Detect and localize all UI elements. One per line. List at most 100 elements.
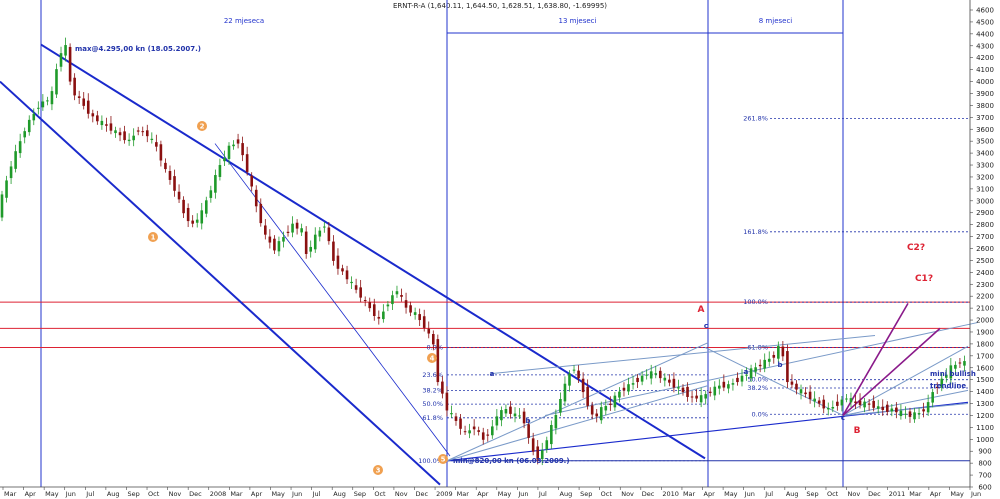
chart-title: ERNT-R-A (1,640.11, 1,644.50, 1,628.51, … <box>393 2 607 10</box>
x-tick-label: Oct <box>827 490 839 498</box>
candle-body <box>763 359 767 369</box>
x-tick-label: Oct <box>148 490 160 498</box>
fib-ext-label: 161.8% <box>743 228 768 236</box>
candle-body <box>268 236 272 243</box>
candle-body <box>450 413 453 415</box>
y-tick-label: 2700 <box>976 233 994 241</box>
candle-body <box>27 119 31 133</box>
candle-body <box>881 406 885 410</box>
candle-body <box>481 432 485 440</box>
candle-body <box>904 413 907 415</box>
trend-line <box>842 302 909 416</box>
y-tick-label: 2500 <box>976 257 994 265</box>
x-tick-label: Sep <box>127 490 139 498</box>
y-tick-label: 1700 <box>976 352 994 360</box>
candle-body <box>509 406 512 414</box>
candle-body <box>218 165 222 177</box>
max-label: max@4.295,00 kn (18.05.2007.) <box>75 45 201 53</box>
y-axis: 600 700 800 900 1000 1100 1200 1300 1400 1500 1600… <box>969 0 994 492</box>
candle-body <box>786 351 789 383</box>
candle-body <box>182 199 185 214</box>
wave-label-small: a <box>744 368 749 376</box>
candle-body <box>254 189 258 207</box>
candle-body <box>645 374 648 376</box>
candle-body <box>232 144 235 147</box>
candle-body <box>195 219 199 223</box>
candle-body <box>14 151 17 169</box>
candle-body <box>690 396 694 398</box>
candle-body <box>876 406 880 409</box>
candle-body <box>613 395 617 408</box>
trend-channels <box>0 43 979 486</box>
x-tick-label: Apr <box>930 490 942 498</box>
candle-body <box>654 373 658 375</box>
candle-body <box>531 438 535 452</box>
x-tick-label: Apr <box>477 490 489 498</box>
wave-marker-label: 4 <box>430 355 435 363</box>
candle-body <box>77 96 81 99</box>
wave-label-small: b <box>525 417 530 425</box>
candle-body <box>817 400 821 404</box>
y-tick-label: 2900 <box>976 209 994 217</box>
candle-body <box>577 370 580 379</box>
period-label: 8 mjeseci <box>759 17 793 25</box>
fib-level-label: 23.6% <box>422 371 443 379</box>
x-tick-label: Oct <box>601 490 613 498</box>
candle-body <box>64 45 67 56</box>
candle-body <box>822 399 826 409</box>
y-tick-label: 4000 <box>976 78 994 86</box>
candle-body <box>264 225 267 235</box>
candle-body <box>155 142 158 147</box>
candle-body <box>699 395 703 403</box>
candle-body <box>568 373 571 386</box>
candle-body <box>658 370 662 379</box>
x-tick-label: Aug <box>107 490 120 498</box>
y-tick-label: 4200 <box>976 54 994 62</box>
candle-body <box>91 113 95 117</box>
candle-body <box>618 391 621 398</box>
x-tick-label: Mar <box>683 490 696 498</box>
x-tick-label: Aug <box>333 490 346 498</box>
candle-body <box>677 387 680 389</box>
x-tick-label: Apr <box>251 490 263 498</box>
trendline-label: trendline <box>930 382 966 390</box>
candle-body <box>223 157 226 162</box>
candle-body <box>631 383 635 385</box>
candle-body <box>686 386 689 397</box>
candle-body <box>486 434 490 436</box>
candle-body <box>563 383 567 402</box>
x-tick-label: Nov <box>169 490 182 498</box>
candle-body <box>345 270 349 280</box>
candle-body <box>491 426 494 436</box>
wave-label-small: b <box>777 361 782 369</box>
fib-ext-label: 50.0% <box>747 376 768 384</box>
x-tick-label: Jul <box>85 490 94 498</box>
trend-line <box>0 80 441 486</box>
candle-body <box>468 430 471 434</box>
trend-line <box>842 389 969 416</box>
y-tick-label: 1900 <box>976 328 994 336</box>
candle-body <box>436 339 440 383</box>
wave-marker-label: 1 <box>151 234 156 242</box>
y-tick-label: 3600 <box>976 126 994 134</box>
candle-body <box>459 418 462 429</box>
period-label: 22 mjeseca <box>224 17 264 25</box>
x-tick-label: Sep <box>806 490 818 498</box>
fib-ext-label: 261.8% <box>743 115 768 123</box>
fib-ext-label: 38.2% <box>747 384 768 392</box>
candle-body <box>808 391 812 399</box>
annotation-labels: max@4.295,00 kn (18.05.2007.) min@820,00 … <box>75 45 976 475</box>
candle-body <box>354 285 358 290</box>
candle-body <box>767 358 771 362</box>
candle-body <box>59 53 63 67</box>
candle-body <box>55 69 58 95</box>
y-tick-label: 2800 <box>976 221 994 229</box>
x-tick-label: May <box>498 490 512 498</box>
candle-body <box>935 386 939 389</box>
candle-body <box>663 377 667 381</box>
wave-label-red: C2? <box>907 243 925 253</box>
candle-body <box>304 231 308 254</box>
x-tick-label: 2010 <box>662 490 679 498</box>
candle-body <box>863 401 866 408</box>
